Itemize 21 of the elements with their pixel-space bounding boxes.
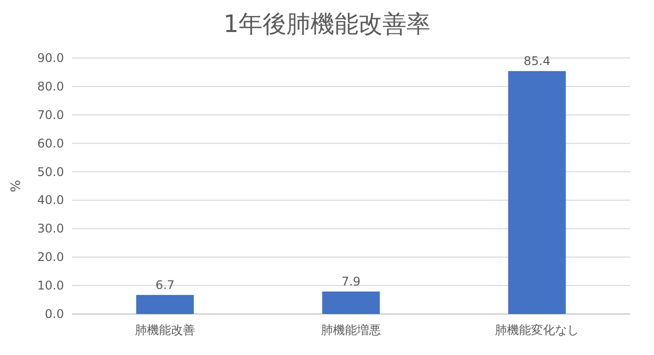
- y-tick-label: 0.0: [44, 307, 64, 321]
- bar: [136, 294, 194, 314]
- x-tick-label: 肺機能増悪: [321, 323, 381, 337]
- y-tick-label: 70.0: [37, 108, 64, 122]
- y-tick-label: 30.0: [37, 222, 64, 236]
- bar: [322, 292, 380, 314]
- x-tick-label: 肺機能改善: [135, 323, 195, 337]
- chart-title: 1年後肺機能改善率: [223, 10, 431, 38]
- y-tick-label: 60.0: [37, 136, 64, 150]
- y-tick-label: 50.0: [37, 164, 64, 179]
- y-tick-label: 40.0: [37, 193, 64, 208]
- x-tick-label: 肺機能変化なし: [495, 323, 579, 337]
- data-label: 7.9: [341, 274, 361, 289]
- y-tick-label: 10.0: [37, 278, 64, 293]
- bar: [508, 71, 566, 314]
- data-label: 6.7: [155, 278, 175, 292]
- y-axis-title: %: [9, 180, 24, 192]
- y-tick-label: 20.0: [37, 250, 64, 264]
- data-label: 85.4: [524, 54, 550, 68]
- y-tick-label: 90.0: [37, 51, 64, 65]
- y-tick-label: 80.0: [37, 79, 64, 94]
